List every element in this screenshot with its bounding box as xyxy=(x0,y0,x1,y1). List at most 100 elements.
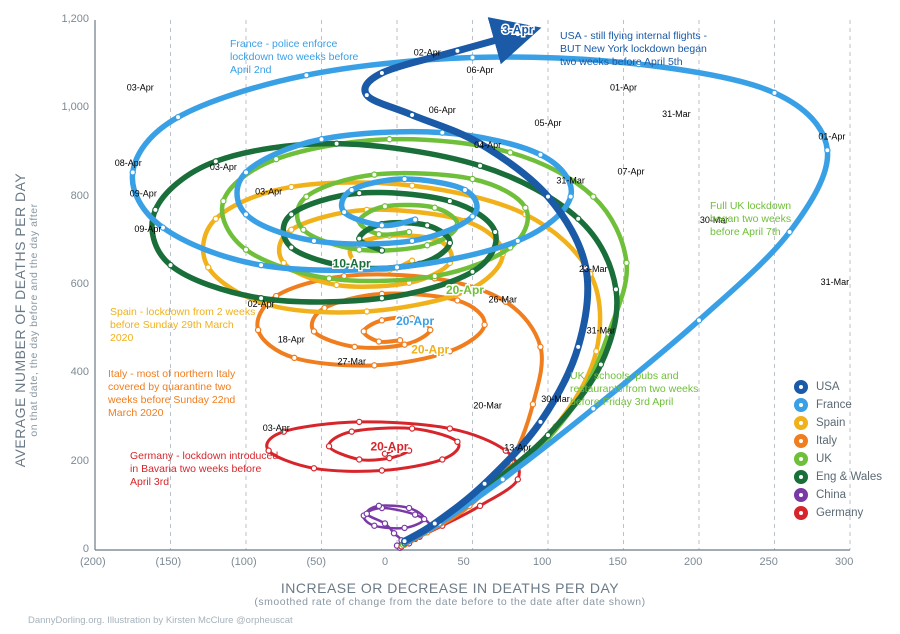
credit-line: DannyDorling.org. Illustration by Kirste… xyxy=(28,615,293,626)
data-point xyxy=(206,265,211,270)
date-label: 06-Apr xyxy=(429,105,456,115)
data-point xyxy=(413,512,418,517)
x-tick: 200 xyxy=(684,556,702,568)
data-point xyxy=(364,511,369,516)
data-point xyxy=(326,276,331,281)
chart-annotation: France - police enforce lockdown two wee… xyxy=(230,38,380,77)
y-tick: 0 xyxy=(83,543,89,555)
data-point xyxy=(422,516,427,521)
data-point xyxy=(402,342,407,347)
legend-swatch xyxy=(794,470,808,484)
date-label: 31-Mar xyxy=(556,175,585,185)
data-point xyxy=(624,260,629,265)
data-point xyxy=(477,503,482,508)
data-point xyxy=(311,329,316,334)
data-point xyxy=(515,238,520,243)
data-point xyxy=(352,344,357,349)
data-point xyxy=(357,247,362,252)
data-point xyxy=(382,521,387,526)
data-point xyxy=(515,477,520,482)
chart-annotation: Germany - lockdown introduced in Bavaria… xyxy=(130,450,280,489)
data-point xyxy=(455,298,460,303)
data-point xyxy=(334,141,339,146)
legend-label: China xyxy=(816,489,846,501)
data-point xyxy=(447,198,452,203)
date-label: 08-Apr xyxy=(115,158,142,168)
data-point xyxy=(594,349,599,354)
data-point xyxy=(470,214,475,219)
data-point xyxy=(357,191,362,196)
legend-item: Italy xyxy=(794,434,882,448)
date-label: 06-Apr xyxy=(467,65,494,75)
data-point xyxy=(410,112,415,117)
data-point xyxy=(413,217,418,222)
y-tick: 800 xyxy=(71,190,89,202)
date-label: 20-Mar xyxy=(473,401,502,411)
data-point xyxy=(289,227,294,232)
date-highlight: 20-Apr xyxy=(370,440,408,454)
chart-annotation: UK - schools, pubs and restaurants from … xyxy=(570,370,700,409)
data-point xyxy=(500,477,505,482)
date-label: 01-Apr xyxy=(610,83,637,93)
data-point xyxy=(379,70,384,75)
legend-swatch xyxy=(794,398,808,412)
legend-item: UK xyxy=(794,452,882,466)
data-point xyxy=(372,523,377,528)
date-label: 31-Mar xyxy=(821,277,850,287)
legend-label: France xyxy=(816,399,852,411)
legend-label: Eng & Wales xyxy=(816,471,882,483)
data-point xyxy=(311,466,316,471)
data-point xyxy=(425,223,430,228)
legend-swatch xyxy=(794,380,808,394)
data-point xyxy=(432,205,437,210)
data-point xyxy=(402,539,407,544)
data-point xyxy=(259,263,264,268)
data-point xyxy=(455,48,460,53)
data-point xyxy=(406,229,411,234)
data-point xyxy=(361,329,366,334)
date-label: 30-Mar xyxy=(541,394,570,404)
data-point xyxy=(376,503,381,508)
data-point xyxy=(538,344,543,349)
legend-swatch xyxy=(794,434,808,448)
legend-label: Spain xyxy=(816,417,845,429)
data-point xyxy=(376,339,381,344)
data-point xyxy=(576,216,581,221)
legend-swatch xyxy=(794,416,808,430)
chart-annotation: Spain - lockdown from 2 weeks before Sun… xyxy=(110,306,260,345)
date-highlight: 20-Apr xyxy=(411,342,449,356)
data-point xyxy=(372,172,377,177)
data-point xyxy=(387,137,392,142)
legend-label: Germany xyxy=(816,507,863,519)
data-point xyxy=(379,223,384,228)
date-highlight: 20-Apr xyxy=(446,283,484,297)
data-point xyxy=(455,439,460,444)
date-label: 05-Apr xyxy=(534,118,561,128)
date-label: 03-Apr xyxy=(210,162,237,172)
data-point xyxy=(545,194,550,199)
date-label: 07-Apr xyxy=(618,167,645,177)
data-point xyxy=(447,426,452,431)
y-tick: 200 xyxy=(71,455,89,467)
data-point xyxy=(357,457,362,462)
data-point xyxy=(322,305,327,310)
legend: USAFranceSpainItalyUKEng & WalesChinaGer… xyxy=(794,380,882,524)
date-highlight: 20-Apr xyxy=(396,314,434,328)
date-label: 23-Mar xyxy=(579,264,608,274)
x-tick: (100) xyxy=(231,556,257,568)
data-point xyxy=(397,338,402,343)
chart-annotation: Full UK lockdown began two weeks before … xyxy=(710,200,820,239)
data-point xyxy=(376,232,381,237)
data-point xyxy=(482,481,487,486)
x-tick: (150) xyxy=(156,556,182,568)
x-tick: 250 xyxy=(760,556,778,568)
data-point xyxy=(825,148,830,153)
date-label: 02-Apr xyxy=(414,47,441,57)
data-point xyxy=(379,248,384,253)
date-label: 03-Apr xyxy=(263,423,290,433)
data-point xyxy=(379,296,384,301)
data-point xyxy=(538,152,543,157)
data-point xyxy=(591,194,596,199)
date-label: 09-Apr xyxy=(130,189,157,199)
legend-swatch xyxy=(794,488,808,502)
